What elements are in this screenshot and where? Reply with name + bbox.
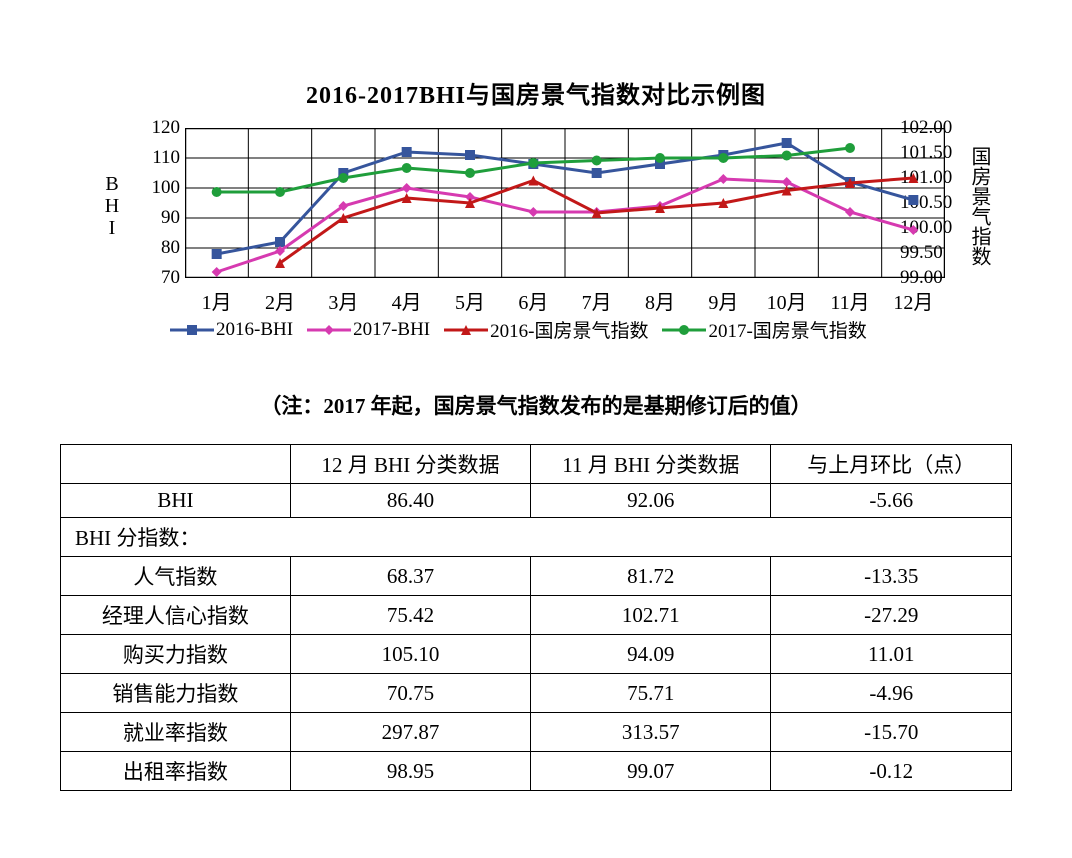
legend-label: 2017-国房景气指数 bbox=[708, 316, 866, 343]
x-tick: 7月 bbox=[582, 286, 612, 315]
table-cell: 92.06 bbox=[531, 484, 771, 518]
x-tick: 2月 bbox=[265, 286, 295, 315]
table-cell: -27.29 bbox=[771, 596, 1012, 635]
table-cell: 75.42 bbox=[290, 596, 530, 635]
line-chart bbox=[185, 128, 945, 278]
table-row: BHI86.4092.06-5.66 bbox=[61, 484, 1012, 518]
legend-label: 2016-国房景气指数 bbox=[490, 316, 648, 343]
legend-label: 2017-BHI bbox=[353, 319, 430, 341]
legend-item: 2016-BHI bbox=[170, 319, 293, 341]
x-tick: 6月 bbox=[518, 286, 548, 315]
table-row: BHI 分指数： bbox=[61, 518, 1012, 557]
table-cell: 11.01 bbox=[771, 635, 1012, 674]
table-cell: -5.66 bbox=[771, 484, 1012, 518]
table-header-cell: 与上月环比（点） bbox=[771, 445, 1012, 484]
table-row-label: 销售能力指数 bbox=[61, 674, 291, 713]
right-axis-label: 国房景气指数 bbox=[965, 146, 994, 266]
table-subheader-cell: BHI 分指数： bbox=[61, 518, 1012, 557]
left-tick: 110 bbox=[152, 147, 180, 169]
table-header-row: 12 月 BHI 分类数据11 月 BHI 分类数据与上月环比（点） bbox=[61, 445, 1012, 484]
chart-area: BHI 国房景气指数 708090100110120 99.0099.50100… bbox=[110, 128, 982, 348]
table-cell: 313.57 bbox=[531, 713, 771, 752]
table-cell: -15.70 bbox=[771, 713, 1012, 752]
table-row: 购买力指数105.1094.0911.01 bbox=[61, 635, 1012, 674]
x-tick: 5月 bbox=[455, 286, 485, 315]
x-tick: 8月 bbox=[645, 286, 675, 315]
footnote: （注：2017 年起，国房景气指数发布的是基期修订后的值） bbox=[60, 390, 1012, 420]
legend-item: 2017-BHI bbox=[307, 319, 430, 341]
bhi-table: 12 月 BHI 分类数据11 月 BHI 分类数据与上月环比（点） BHI86… bbox=[60, 444, 1012, 791]
table-cell: 94.09 bbox=[531, 635, 771, 674]
table-row: 经理人信心指数75.42102.71-27.29 bbox=[61, 596, 1012, 635]
left-tick: 80 bbox=[161, 237, 180, 259]
chart-legend: 2016-BHI 2017-BHI 2016-国房景气指数 2017-国房景气指… bbox=[170, 316, 970, 343]
table-cell: 99.07 bbox=[531, 752, 771, 791]
left-tick: 70 bbox=[161, 267, 180, 289]
table-row-label: 就业率指数 bbox=[61, 713, 291, 752]
table-row-label: BHI bbox=[61, 484, 291, 518]
legend-swatch-icon bbox=[662, 322, 706, 338]
table-cell: 86.40 bbox=[290, 484, 530, 518]
legend-item: 2017-国房景气指数 bbox=[662, 316, 866, 343]
table-cell: 98.95 bbox=[290, 752, 530, 791]
table-cell: 68.37 bbox=[290, 557, 530, 596]
table-cell: -4.96 bbox=[771, 674, 1012, 713]
table-row: 就业率指数297.87313.57-15.70 bbox=[61, 713, 1012, 752]
table-row-label: 出租率指数 bbox=[61, 752, 291, 791]
x-tick: 1月 bbox=[202, 286, 232, 315]
table-row-label: 购买力指数 bbox=[61, 635, 291, 674]
table-cell: 297.87 bbox=[290, 713, 530, 752]
x-tick: 10月 bbox=[767, 286, 807, 315]
x-tick: 3月 bbox=[328, 286, 358, 315]
x-tick: 4月 bbox=[392, 286, 422, 315]
table-header-cell bbox=[61, 445, 291, 484]
table-cell: -13.35 bbox=[771, 557, 1012, 596]
table-header-cell: 11 月 BHI 分类数据 bbox=[531, 445, 771, 484]
table-header-cell: 12 月 BHI 分类数据 bbox=[290, 445, 530, 484]
left-tick: 90 bbox=[161, 207, 180, 229]
table-row: 销售能力指数70.7575.71-4.96 bbox=[61, 674, 1012, 713]
legend-swatch-icon bbox=[307, 322, 351, 338]
table-cell: 81.72 bbox=[531, 557, 771, 596]
table-cell: 102.71 bbox=[531, 596, 771, 635]
chart-title: 2016-2017BHI与国房景气指数对比示例图 bbox=[60, 75, 1012, 110]
table-row: 出租率指数98.9599.07-0.12 bbox=[61, 752, 1012, 791]
legend-label: 2016-BHI bbox=[216, 319, 293, 341]
table-cell: 105.10 bbox=[290, 635, 530, 674]
x-tick: 11月 bbox=[830, 286, 869, 315]
left-axis-label: BHI bbox=[100, 173, 123, 239]
x-tick: 9月 bbox=[708, 286, 738, 315]
legend-item: 2016-国房景气指数 bbox=[444, 316, 648, 343]
left-tick: 100 bbox=[152, 177, 181, 199]
table-row-label: 经理人信心指数 bbox=[61, 596, 291, 635]
table-cell: 75.71 bbox=[531, 674, 771, 713]
table-cell: -0.12 bbox=[771, 752, 1012, 791]
legend-swatch-icon bbox=[170, 322, 214, 338]
table-row: 人气指数68.3781.72-13.35 bbox=[61, 557, 1012, 596]
x-tick: 12月 bbox=[893, 286, 933, 315]
table-cell: 70.75 bbox=[290, 674, 530, 713]
table-row-label: 人气指数 bbox=[61, 557, 291, 596]
left-tick: 120 bbox=[152, 117, 181, 139]
legend-swatch-icon bbox=[444, 322, 488, 338]
